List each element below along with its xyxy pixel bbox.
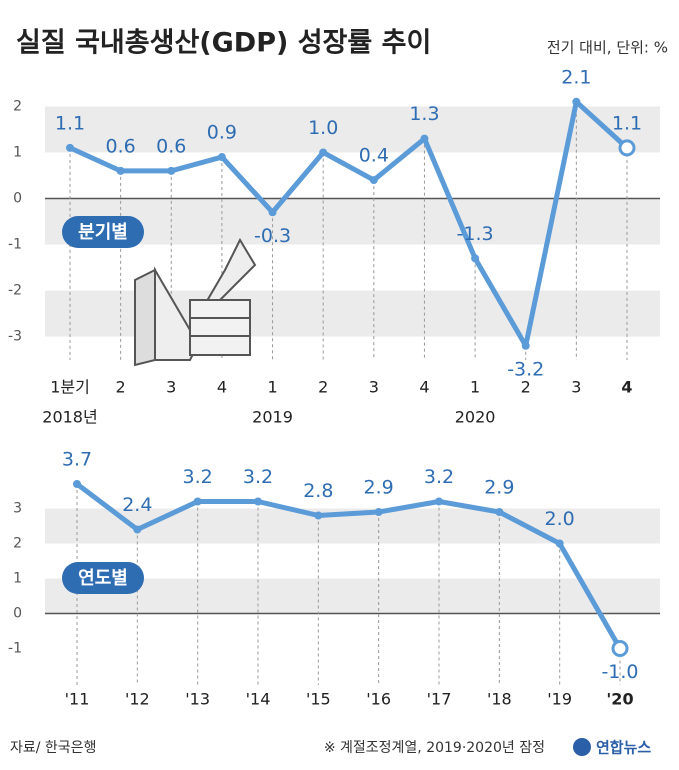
point — [572, 97, 581, 106]
year-label: 2019 — [252, 408, 293, 427]
x-tick-label: 2 — [116, 378, 126, 397]
point — [369, 176, 378, 185]
y-tick-label: -1 — [8, 641, 22, 657]
value-label: 0.6 — [156, 135, 186, 157]
value-label: 0.9 — [207, 122, 237, 144]
x-tick-label: '12 — [125, 690, 150, 709]
series-badge — [62, 562, 144, 594]
value-label: 3.7 — [62, 449, 92, 471]
point — [193, 497, 202, 506]
year-label: 2020 — [455, 408, 496, 427]
value-label: -1.0 — [601, 661, 638, 683]
band — [45, 106, 660, 153]
y-tick-label: -3 — [8, 329, 22, 345]
x-tick-label: 4 — [621, 378, 632, 397]
y-tick-label: -2 — [8, 283, 22, 299]
logo-icon — [573, 738, 591, 756]
point — [66, 143, 74, 152]
subtitle: 전기 대비, 단위: % — [547, 39, 668, 57]
point — [555, 539, 564, 548]
point — [133, 525, 142, 534]
point — [217, 153, 226, 162]
end-marker — [611, 640, 629, 657]
point — [254, 497, 262, 506]
x-tick-label: '15 — [306, 690, 331, 709]
y-tick-label: 1 — [13, 144, 22, 160]
y-tick-label: 0 — [13, 606, 22, 622]
point — [268, 208, 277, 217]
value-label: 1.1 — [55, 112, 85, 134]
point — [116, 166, 125, 175]
x-tick-label: 1 — [267, 378, 277, 397]
value-label: 2.0 — [545, 508, 575, 530]
point — [435, 497, 443, 506]
value-label: 2.9 — [364, 477, 394, 499]
point — [314, 511, 323, 520]
x-tick-label: '17 — [427, 690, 452, 709]
x-tick-label: 3 — [166, 378, 176, 397]
x-tick-label: 2 — [318, 378, 328, 397]
point — [495, 508, 504, 516]
end-marker — [618, 139, 636, 157]
x-tick-label: 1분기 — [50, 378, 90, 397]
value-label: 1.3 — [409, 103, 439, 125]
point — [167, 166, 176, 175]
x-tick-label: 4 — [217, 378, 227, 397]
x-tick-label: 3 — [571, 378, 581, 397]
series-badge-label: 연도별 — [78, 568, 128, 589]
value-label: -3.2 — [507, 358, 544, 380]
icon — [134, 237, 257, 367]
y-tick-label: 3 — [13, 501, 22, 517]
x-tick-label: 1 — [470, 378, 480, 397]
value-label: 1.1 — [612, 112, 642, 134]
value-label: 1.0 — [308, 117, 338, 139]
series-badge-label: 분기별 — [78, 222, 128, 243]
x-tick-label: '14 — [246, 690, 271, 709]
value-label: 0.4 — [359, 145, 389, 167]
value-label: 3.2 — [424, 466, 454, 488]
value-label: 2.8 — [303, 480, 333, 502]
title: 실질 국내총생산(GDP) 성장률 추이 — [16, 28, 431, 59]
line — [68, 99, 629, 349]
point — [521, 341, 530, 350]
x-tick-label: 3 — [369, 378, 379, 397]
series-badge — [62, 216, 144, 248]
note: ※ 계절조정계열, 2019·2020년 잠정 — [324, 740, 545, 756]
value-label: 2.1 — [561, 66, 591, 88]
y-tick-label: 2 — [13, 536, 22, 552]
line — [75, 482, 623, 650]
value-label: 3.2 — [183, 466, 213, 488]
x-tick-label: '16 — [366, 690, 391, 709]
point — [73, 480, 81, 488]
x-tick-label: '20 — [606, 690, 633, 709]
value-label: 2.4 — [122, 494, 152, 516]
band — [45, 198, 660, 245]
value-label: 2.9 — [484, 477, 514, 499]
x-tick-label: '18 — [487, 690, 512, 709]
y-tick-label: 2 — [13, 98, 22, 114]
x-tick-label: 2 — [521, 378, 531, 397]
y-tick-label: -1 — [8, 237, 22, 253]
y-tick-label: 1 — [13, 571, 22, 587]
point — [319, 148, 328, 157]
y-tick-label: 0 — [13, 190, 22, 206]
band — [45, 578, 660, 614]
logo: 연합뉴스 — [596, 739, 651, 757]
x-tick-label: '19 — [547, 690, 572, 709]
value-label: -1.3 — [457, 223, 494, 245]
value-label: -0.3 — [254, 225, 291, 247]
source: 자료/ 한국은행 — [10, 740, 96, 756]
point — [374, 508, 383, 516]
year-label: 2018년 — [42, 408, 97, 427]
point — [471, 254, 480, 263]
x-tick-label: '13 — [185, 690, 210, 709]
x-tick-label: 4 — [419, 378, 429, 397]
x-tick-label: '11 — [65, 690, 90, 709]
value-label: 0.6 — [106, 135, 136, 157]
value-label: 3.2 — [243, 466, 273, 488]
point — [420, 134, 429, 143]
